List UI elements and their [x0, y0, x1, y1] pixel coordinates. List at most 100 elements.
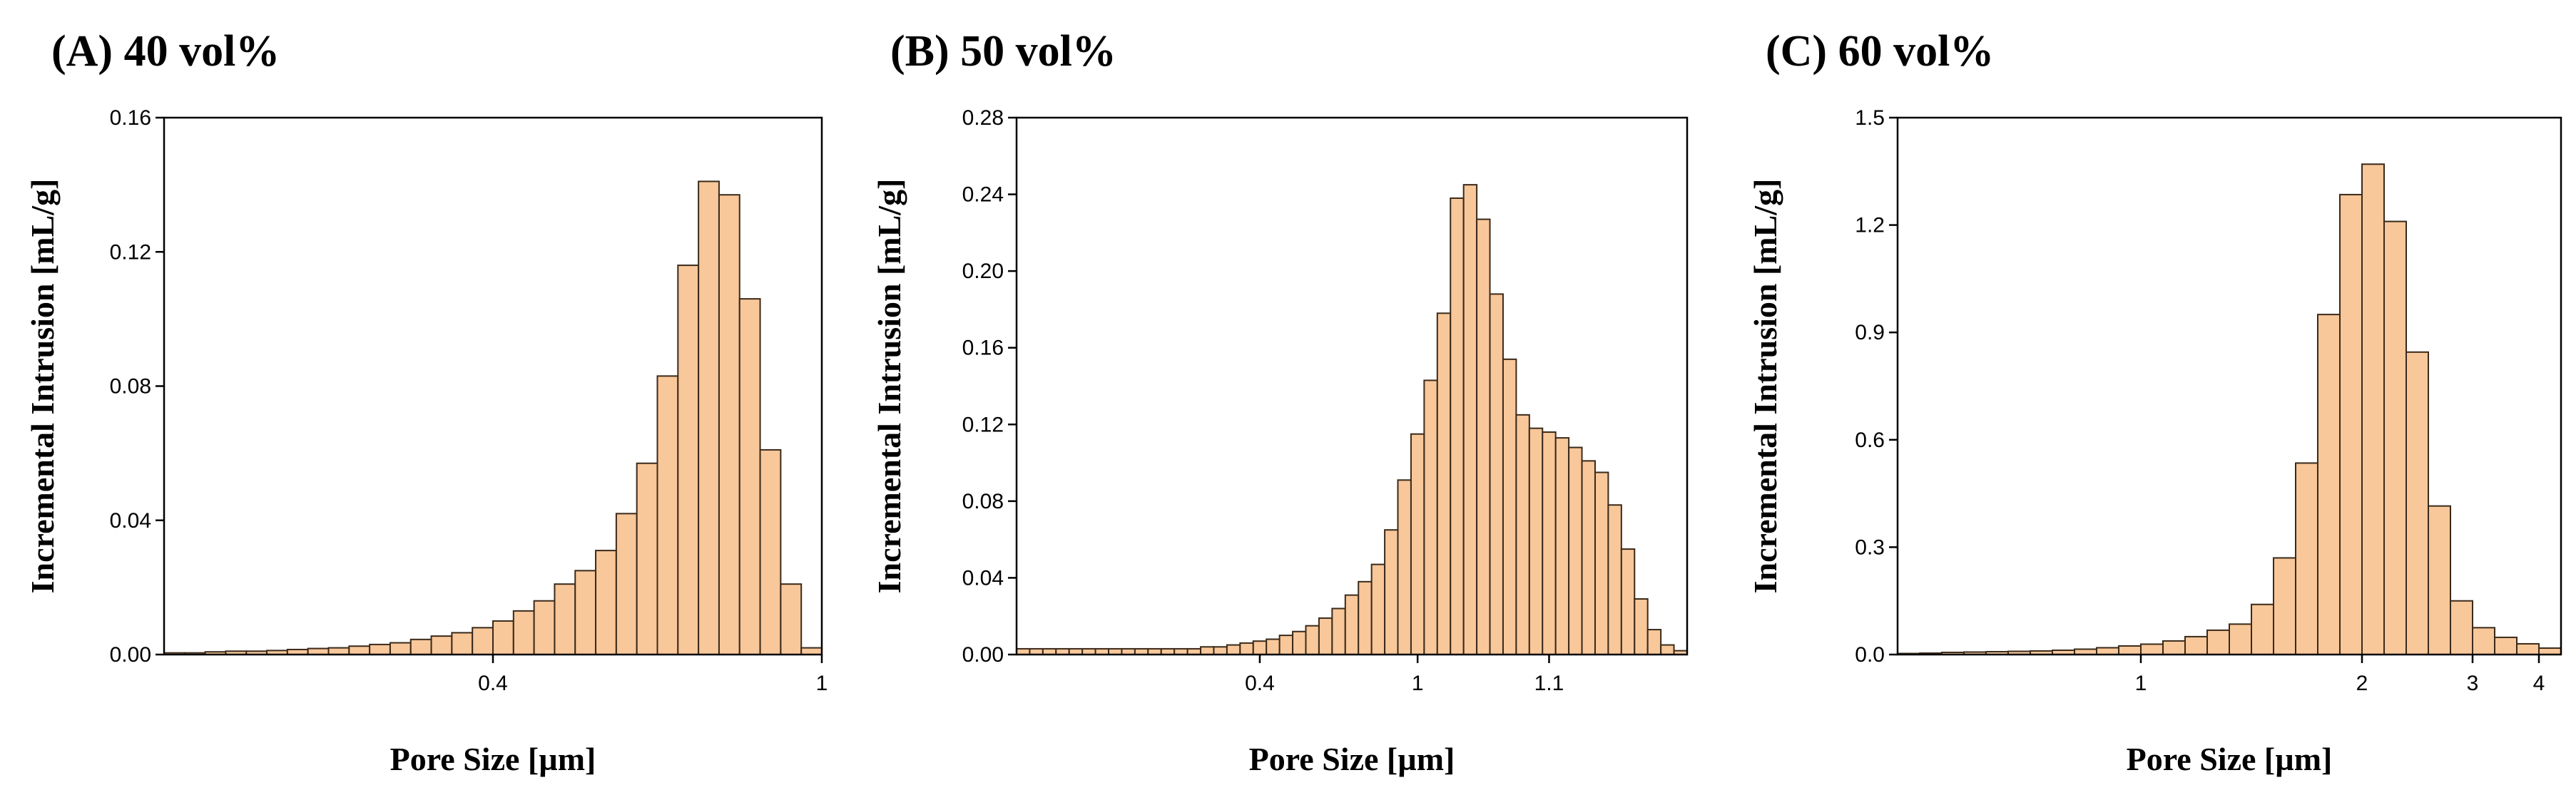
bar — [800, 647, 823, 656]
bar — [1305, 625, 1320, 655]
bar — [1213, 646, 1228, 655]
y-tick-label: 0.28 — [962, 106, 1004, 130]
chart-panel-a: 0.00 0.04 0.08 0.12 0.16 0.4 1 (A) 40 vol% Pore … — [24, 27, 828, 777]
bar — [1410, 433, 1425, 655]
bar — [780, 583, 803, 655]
bar — [2538, 647, 2562, 656]
y-tick-label: 1.2 — [1855, 214, 1885, 237]
bar — [2184, 635, 2208, 656]
x-axis-label: Pore Size [µm] — [390, 741, 596, 777]
bar — [307, 647, 330, 656]
panel-title: (C) 60 vol% — [1766, 27, 1994, 76]
bar — [369, 643, 391, 656]
bar — [1568, 446, 1583, 655]
bar — [2383, 220, 2407, 655]
bar — [389, 642, 412, 656]
bar — [1476, 218, 1491, 655]
bar — [2162, 640, 2186, 655]
y-tick-label: 0.0 — [1855, 643, 1885, 667]
y-axis-label: Incremental Intrusion [mL/g] — [871, 179, 907, 594]
bar — [718, 194, 740, 655]
x-tick-label: 0.4 — [478, 672, 508, 695]
bar — [1542, 431, 1557, 655]
bar — [2096, 647, 2119, 656]
bar — [677, 265, 700, 655]
chart-panel-c: 0.0 0.3 0.6 0.9 1.2 1.5 1 2 3 4 (C) 60 vol% Pore Si… — [1747, 27, 2562, 777]
y-tick-label: 0.3 — [1855, 535, 1885, 559]
y-tick-label: 0.16 — [962, 337, 1004, 360]
bar — [1528, 427, 1544, 655]
x-tick-label: 1 — [1412, 672, 1424, 695]
y-tick-label: 1.5 — [1855, 106, 1885, 130]
x-axis-label: Pore Size [µm] — [2127, 741, 2333, 777]
bar — [595, 550, 617, 655]
bar — [1450, 197, 1465, 655]
bar — [1292, 630, 1307, 655]
bar — [2339, 193, 2363, 655]
bar — [1594, 471, 1609, 656]
y-tick-label: 0.9 — [1855, 321, 1885, 344]
bar — [2317, 314, 2341, 655]
bar — [2229, 623, 2252, 656]
bar — [1634, 598, 1649, 656]
bar — [1384, 529, 1399, 656]
bar — [2251, 603, 2274, 655]
bar — [615, 513, 638, 656]
bar — [1620, 548, 1636, 656]
bar — [1278, 635, 1294, 655]
y-axis-label: Incremental Intrusion [mL/g] — [1747, 179, 1783, 594]
x-tick-label: 2 — [2356, 672, 2368, 695]
bar — [2273, 557, 2296, 656]
bar — [327, 647, 350, 656]
bar — [512, 610, 535, 656]
y-tick-label: 0.08 — [110, 375, 151, 399]
x-tick-label: 0.4 — [1245, 672, 1275, 695]
bar — [2428, 505, 2451, 655]
x-tick-label: 1 — [2135, 672, 2147, 695]
y-tick-label: 0.04 — [110, 509, 151, 533]
bar — [1515, 414, 1530, 656]
bar — [2295, 462, 2318, 655]
bar — [409, 638, 432, 656]
bar — [1436, 312, 1452, 655]
bar — [1489, 293, 1504, 655]
y-tick-label: 0.24 — [962, 183, 1004, 207]
bar — [1331, 607, 1346, 656]
bar — [1344, 594, 1360, 656]
y-tick-label: 0.12 — [110, 240, 151, 264]
bar — [1581, 460, 1596, 655]
x-tick-label: 1.1 — [1534, 672, 1564, 695]
y-tick-label: 0.16 — [110, 106, 151, 130]
bar — [1646, 629, 1662, 655]
bar — [1660, 644, 1675, 655]
bar — [1423, 379, 1438, 655]
x-tick-label: 3 — [2467, 672, 2479, 695]
bar — [2406, 351, 2429, 655]
y-tick-label: 0.08 — [962, 490, 1004, 513]
bar — [348, 645, 371, 655]
y-axis-label: Incremental Intrusion [mL/g] — [24, 179, 61, 594]
x-axis-label: Pore Size [µm] — [1249, 741, 1455, 777]
y-tick-label: 0.20 — [962, 260, 1004, 283]
y-tick-label: 0.04 — [962, 566, 1004, 590]
y-tick-label: 0.6 — [1855, 429, 1885, 452]
panel-title: (A) 40 vol% — [51, 27, 280, 76]
plot-frame — [1015, 116, 1689, 656]
y-tick-label: 0.12 — [962, 413, 1004, 436]
bar — [656, 375, 679, 655]
bar — [2118, 645, 2142, 656]
bar — [2450, 600, 2473, 656]
bar — [1502, 358, 1517, 655]
bar — [1266, 638, 1281, 655]
bar — [738, 298, 761, 655]
bar — [1554, 437, 1570, 655]
bar — [430, 635, 453, 655]
bar — [492, 620, 514, 656]
bar — [2494, 636, 2518, 656]
y-tick-label: 0.00 — [110, 643, 151, 667]
chart-panel-b: 0.00 0.04 0.08 0.12 0.16 0.20 0.24 0.28 0.4 1 1.1 (… — [871, 27, 1689, 777]
bar — [1358, 580, 1373, 655]
bar — [2472, 627, 2495, 655]
